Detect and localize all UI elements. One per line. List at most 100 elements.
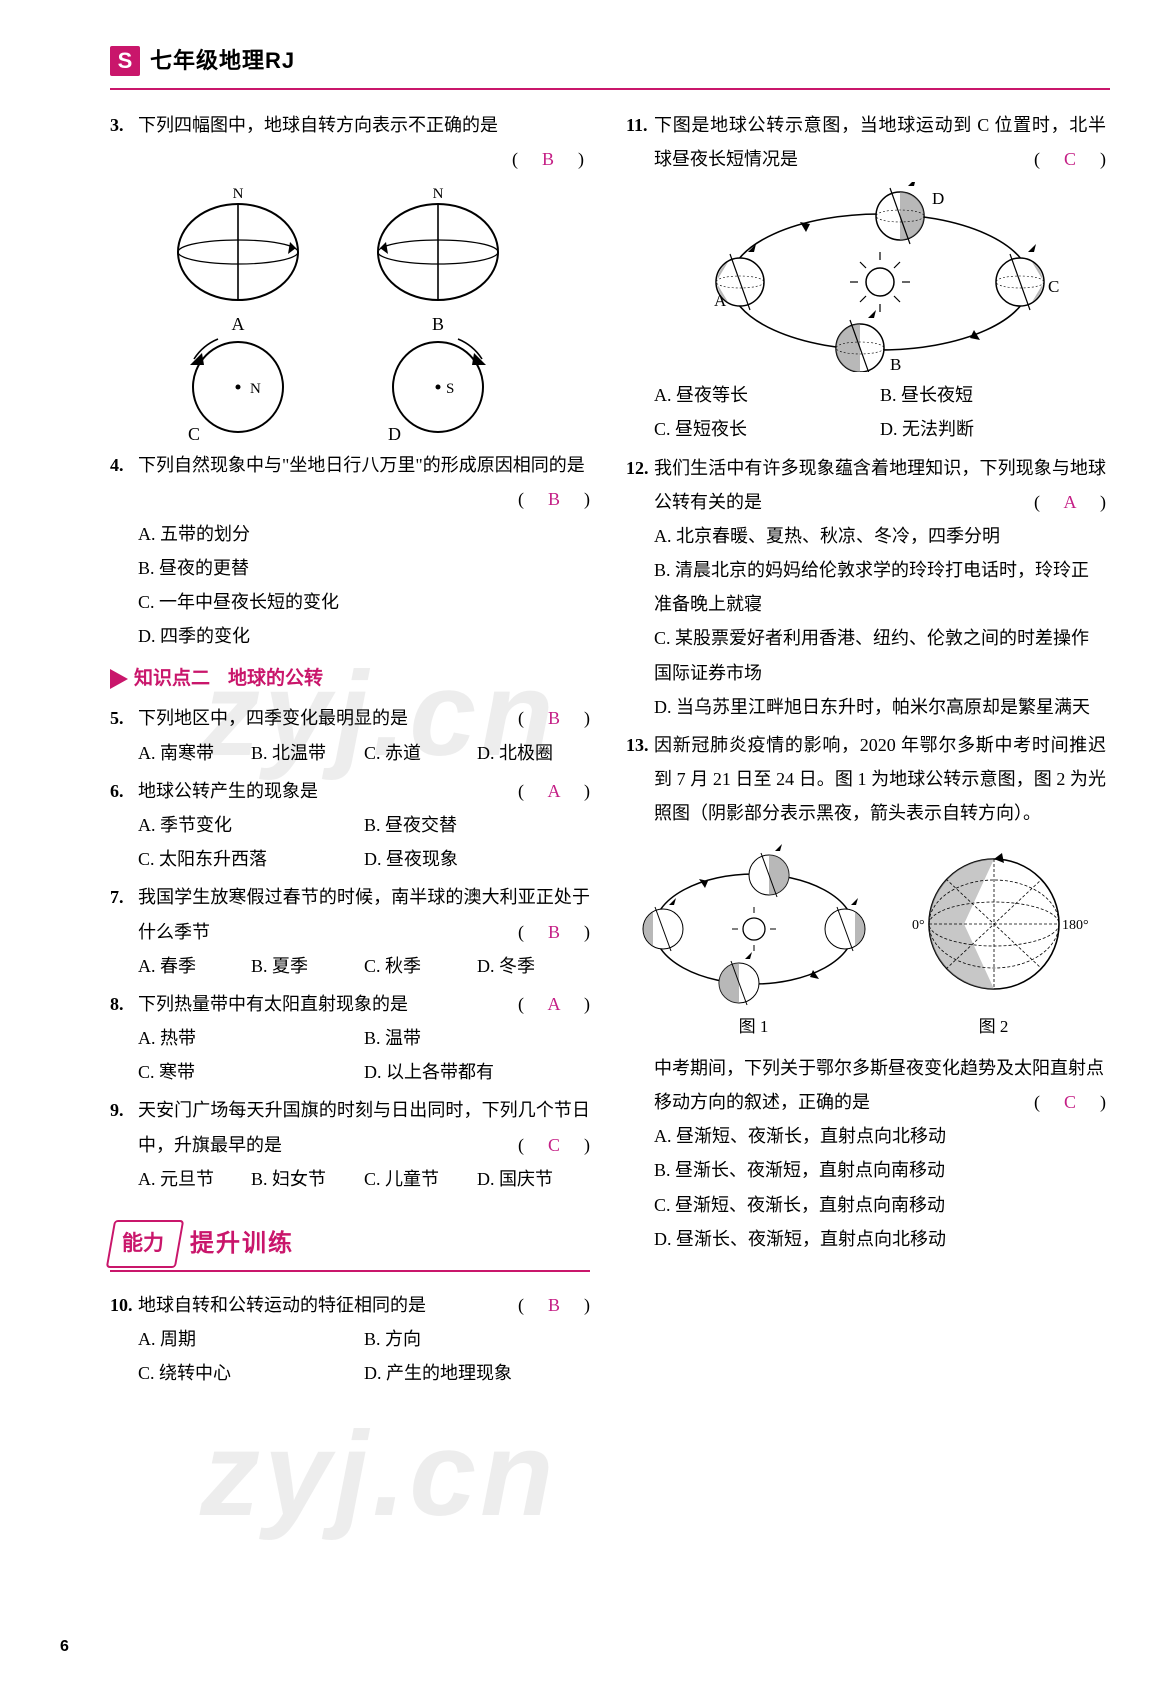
question-text: 天安门广场每天升国旗的时刻与日出同时，下列几个节日中，升旗最早的是( C ) [138, 1093, 590, 1161]
question-number: 5. [110, 701, 138, 735]
svg-text:A: A [232, 314, 245, 334]
knowledge-point-header: 知识点二 地球的公转 [110, 661, 590, 697]
fig2-label: 图 2 [894, 1011, 1094, 1043]
question-8: 8. 下列热量带中有太阳直射现象的是( A ) A. 热带 B. 温带 C. 寒… [110, 987, 590, 1090]
svg-text:D: D [932, 189, 944, 208]
options: A. 热带 B. 温带 C. 寒带 D. 以上各带都有 [110, 1021, 590, 1089]
question-text: 下列地区中，四季变化最明显的是( B ) [138, 701, 590, 735]
answer: C [1058, 1085, 1082, 1119]
question-number: 13. [626, 728, 654, 762]
option-D: D. 无法判断 [880, 412, 1106, 446]
question-number: 12. [626, 451, 654, 485]
question-text: 下列自然现象中与"坐地日行八万里"的形成原因相同的是( B ) [138, 448, 590, 516]
question-text: 我们生活中有许多现象蕴含着地理知识，下列现象与地球公转有关的是( A ) [654, 451, 1106, 519]
svg-text:B: B [890, 355, 901, 372]
question-text: 地球公转产生的现象是( A ) [138, 774, 590, 808]
option-A: A. 季节变化 [138, 808, 364, 842]
q3-diagram: N N A B [110, 182, 590, 442]
options: A. 周期 B. 方向 C. 绕转中心 D. 产生的地理现象 [110, 1322, 590, 1390]
svg-text:C: C [1048, 277, 1059, 296]
option-B: B. 温带 [364, 1021, 590, 1055]
option-B: B. 昼长夜短 [880, 378, 1106, 412]
option-D: D. 冬季 [477, 949, 590, 983]
question-text: 因新冠肺炎疫情的影响，2020 年鄂尔多斯中考时间推迟到 7 月 21 日至 2… [654, 728, 1106, 831]
header-title: 七年级地理RJ [150, 40, 295, 82]
option-B: B. 方向 [364, 1322, 590, 1356]
option-B: B. 昼夜的更替 [138, 551, 590, 585]
options: A. 五带的划分 B. 昼夜的更替 C. 一年中昼夜长短的变化 D. 四季的变化 [110, 517, 590, 654]
option-C: C. 太阳东升西落 [138, 842, 364, 876]
page: S 七年级地理RJ zyj.cn zyj.cn 3. 下列四幅图中，地球自转方向… [0, 0, 1160, 1702]
option-C: C. 赤道 [364, 736, 477, 770]
answer-bracket: ( B ) [110, 142, 590, 176]
question-6: 6. 地球公转产生的现象是( A ) A. 季节变化 B. 昼夜交替 C. 太阳… [110, 774, 590, 877]
answer: C [542, 1128, 566, 1162]
question-number: 11. [626, 108, 654, 142]
option-D: D. 以上各带都有 [364, 1055, 590, 1089]
option-A: A. 五带的划分 [138, 517, 590, 551]
svg-text:B: B [432, 314, 444, 334]
option-A: A. 北京春暖、夏热、秋凉、冬冷，四季分明 [654, 519, 1106, 553]
kp-title: 地球的公转 [228, 661, 323, 697]
question-13: 13. 因新冠肺炎疫情的影响，2020 年鄂尔多斯中考时间推迟到 7 月 21 … [626, 728, 1106, 1256]
svg-text:S: S [446, 381, 454, 397]
option-D: D. 国庆节 [477, 1162, 590, 1196]
q13-figures: 图 1 [626, 839, 1106, 1043]
section-ability-header: 能力 提升训练 [110, 1220, 590, 1272]
option-A: A. 周期 [138, 1322, 364, 1356]
option-A: A. 元旦节 [138, 1162, 251, 1196]
q11-diagram: A D C B [626, 182, 1106, 372]
option-A: A. 南寒带 [138, 736, 251, 770]
option-D: D. 北极圈 [477, 736, 590, 770]
option-D: D. 昼渐长、夜渐短，直射点向北移动 [654, 1222, 1106, 1256]
question-7: 7. 我国学生放寒假过春节的时候，南半球的澳大利亚正处于什么季节( B ) A.… [110, 880, 590, 983]
option-B: B. 清晨北京的妈妈给伦敦求学的玲玲打电话时，玲玲正准备晚上就寝 [654, 553, 1106, 621]
option-B: B. 夏季 [251, 949, 364, 983]
option-A: A. 昼渐短、夜渐长，直射点向北移动 [654, 1119, 1106, 1153]
option-C: C. 秋季 [364, 949, 477, 983]
question-3: 3. 下列四幅图中，地球自转方向表示不正确的是 ( B ) N [110, 108, 590, 442]
svg-text:N: N [233, 186, 244, 202]
options: A. 季节变化 B. 昼夜交替 C. 太阳东升西落 D. 昼夜现象 [110, 808, 590, 876]
question-text: 下列四幅图中，地球自转方向表示不正确的是 [138, 108, 590, 142]
answer: A [1058, 485, 1082, 519]
answer: B [542, 1288, 566, 1322]
options: A. 春季 B. 夏季 C. 秋季 D. 冬季 [110, 949, 590, 983]
question-12: 12. 我们生活中有许多现象蕴含着地理知识，下列现象与地球公转有关的是( A )… [626, 451, 1106, 725]
question-number: 7. [110, 880, 138, 914]
option-B: B. 北温带 [251, 736, 364, 770]
option-D: D. 昼夜现象 [364, 842, 590, 876]
options: A. 昼渐短、夜渐长，直射点向北移动 B. 昼渐长、夜渐短，直射点向南移动 C.… [626, 1119, 1106, 1256]
svg-text:0°: 0° [912, 918, 925, 933]
option-D: D. 当乌苏里江畔旭日东升时，帕米尔高原却是繁星满天 [654, 690, 1106, 724]
answer: C [1058, 142, 1082, 176]
option-A: A. 昼夜等长 [654, 378, 880, 412]
svg-text:C: C [188, 424, 200, 442]
option-C: C. 寒带 [138, 1055, 364, 1089]
svg-text:D: D [388, 424, 401, 442]
svg-text:A: A [714, 291, 727, 310]
options: A. 元旦节 B. 妇女节 C. 儿童节 D. 国庆节 [110, 1162, 590, 1196]
option-C: C. 某股票爱好者利用香港、纽约、伦敦之间的时差操作国际证券市场 [654, 621, 1106, 689]
option-A: A. 热带 [138, 1021, 364, 1055]
triangle-icon [110, 669, 128, 689]
answer: B [536, 142, 560, 176]
option-B: B. 妇女节 [251, 1162, 364, 1196]
option-C: C. 绕转中心 [138, 1356, 364, 1390]
svg-text:N: N [250, 381, 261, 397]
left-column: 3. 下列四幅图中，地球自转方向表示不正确的是 ( B ) N [110, 108, 590, 1395]
fig1-label: 图 1 [639, 1011, 869, 1043]
question-text: 地球自转和公转运动的特征相同的是( B ) [138, 1288, 590, 1322]
option-C: C. 昼渐短、夜渐长，直射点向南移动 [654, 1188, 1106, 1222]
option-B: B. 昼夜交替 [364, 808, 590, 842]
answer: A [542, 987, 566, 1021]
question-10: 10. 地球自转和公转运动的特征相同的是( B ) A. 周期 B. 方向 C.… [110, 1288, 590, 1391]
question-5: 5. 下列地区中，四季变化最明显的是( B ) A. 南寒带 B. 北温带 C.… [110, 701, 590, 769]
question-text: 下列热量带中有太阳直射现象的是( A ) [138, 987, 590, 1021]
question-number: 8. [110, 987, 138, 1021]
question-text: 下图是地球公转示意图，当地球运动到 C 位置时，北半球昼夜长短情况是( C ) [654, 108, 1106, 176]
question-4: 4. 下列自然现象中与"坐地日行八万里"的形成原因相同的是( B ) A. 五带… [110, 448, 590, 653]
figure-1: 图 1 [639, 839, 869, 1043]
option-D: D. 四季的变化 [138, 619, 590, 653]
answer: B [542, 701, 566, 735]
